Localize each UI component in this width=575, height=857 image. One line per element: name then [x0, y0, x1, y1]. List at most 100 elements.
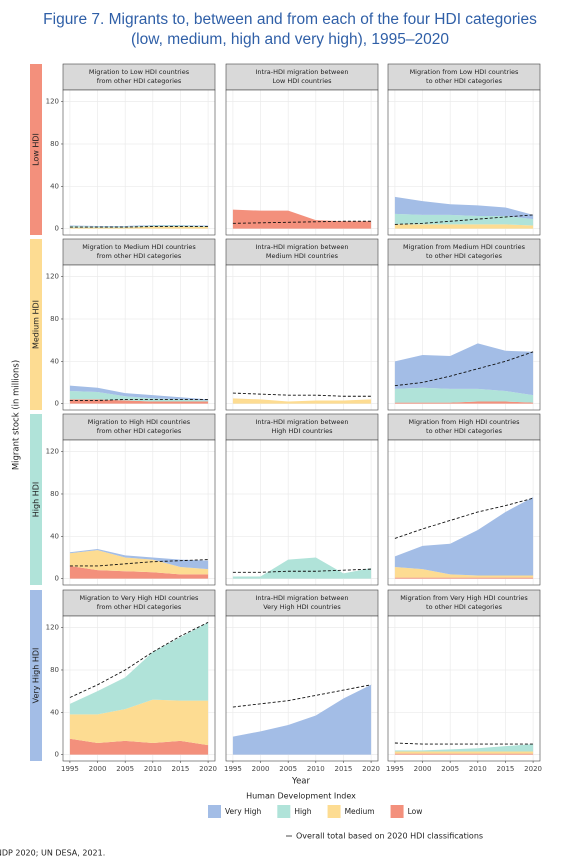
panel-border — [225, 264, 379, 411]
panel-title: from other HDI categories — [97, 252, 182, 260]
legend-swatch — [390, 805, 404, 818]
area — [69, 565, 209, 579]
panel-bg — [63, 265, 215, 410]
panel-border — [387, 89, 541, 236]
x-tick-label: 1995 — [386, 765, 404, 773]
panel-title: Intra-HDI migration between — [255, 418, 348, 426]
y-tick-label: 120 — [46, 98, 59, 106]
total-line — [69, 559, 209, 567]
total-line — [232, 568, 372, 573]
total-line — [69, 226, 209, 228]
area — [69, 738, 209, 755]
area — [69, 399, 209, 404]
y-tick-label: 0 — [55, 575, 59, 583]
area — [232, 684, 372, 755]
row-strip — [30, 590, 42, 761]
legend-swatch — [327, 805, 341, 818]
panel-header — [62, 63, 216, 91]
panel-header — [225, 589, 379, 617]
panel-title: Intra-HDI migration between — [255, 243, 348, 251]
panel-title: to other HDI categories — [426, 252, 503, 260]
total-line — [69, 621, 209, 698]
row-label: Low HDI — [32, 133, 41, 166]
panel-header — [62, 238, 216, 266]
area — [69, 550, 209, 575]
total-line — [232, 220, 372, 224]
y-tick-label: 40 — [50, 532, 59, 540]
panel-title: Migration from Medium HDI countries — [403, 243, 526, 251]
panel-title: Low HDI countries — [273, 77, 333, 85]
panel-title: from other HDI categories — [97, 77, 182, 85]
area — [394, 497, 534, 576]
row-strip — [30, 414, 42, 585]
y-tick-label: 40 — [50, 357, 59, 365]
row-label: Medium HDI — [32, 300, 41, 349]
panel-title: Medium HDI countries — [266, 252, 339, 260]
row-label: High HDI — [32, 482, 41, 517]
x-tick-label: 2000 — [89, 765, 107, 773]
panel-border — [387, 439, 541, 586]
panel-border — [62, 615, 216, 762]
legend-label: Very High — [225, 807, 262, 816]
panel-header — [387, 238, 541, 266]
panel-title: Migration from Very High HDI countries — [400, 594, 528, 602]
y-tick-label: 0 — [55, 225, 59, 233]
legend-swatch — [208, 805, 221, 818]
x-tick-label: 2020 — [524, 765, 542, 773]
x-tick-label: 2010 — [307, 765, 325, 773]
panel-title: Intra-HDI migration between — [255, 68, 348, 76]
panel-bg — [226, 265, 378, 410]
panel-border — [225, 615, 379, 762]
total-line — [394, 351, 534, 387]
area — [69, 224, 209, 227]
x-tick-label: 2015 — [497, 765, 515, 773]
area — [394, 567, 534, 578]
area — [394, 577, 534, 579]
x-tick-label: 2000 — [414, 765, 432, 773]
y-tick-label: 120 — [46, 273, 59, 281]
panel-bg — [388, 616, 540, 761]
legend-label: Medium — [345, 807, 375, 816]
y-tick-label: 80 — [50, 315, 59, 323]
row-strip — [30, 239, 42, 410]
x-tick-label: 1995 — [224, 765, 242, 773]
panel-title: Migration from High HDI countries — [409, 418, 521, 426]
area — [394, 744, 534, 752]
area — [69, 622, 209, 715]
x-tick-label: 2005 — [279, 765, 297, 773]
total-line — [69, 398, 209, 401]
panel-border — [62, 264, 216, 411]
legend-swatch — [277, 805, 291, 818]
x-tick-label: 2000 — [252, 765, 270, 773]
panel-border — [387, 615, 541, 762]
panel-title: Migration to High HDI countries — [88, 418, 191, 426]
chart-title: (low, medium, high and very high), 1995–… — [131, 31, 449, 48]
panel-header — [387, 589, 541, 617]
source: UNDP 2020; UN DESA, 2021. — [0, 849, 105, 857]
panel-header — [387, 413, 541, 441]
row-strip — [30, 64, 42, 235]
total-line — [232, 392, 372, 397]
area — [69, 385, 209, 401]
y-axis-label: Migrant stock (in millions) — [12, 360, 22, 470]
x-tick-label: 1995 — [61, 765, 79, 773]
panel-title: Very High HDI countries — [263, 603, 341, 611]
area — [394, 401, 534, 404]
panel-border — [225, 89, 379, 236]
area — [232, 209, 372, 229]
panel-title: Migration to Low HDI countries — [89, 68, 190, 76]
area — [394, 196, 534, 220]
panel-title: from other HDI categories — [97, 427, 182, 435]
area — [394, 387, 534, 403]
panel-header — [225, 63, 379, 91]
chart-title: Figure 7. Migrants to, between and from … — [43, 11, 537, 28]
total-line — [232, 684, 372, 708]
panel-title: Migration from Low HDI countries — [410, 68, 519, 76]
panel-title: Intra-HDI migration between — [255, 594, 348, 602]
y-tick-label: 40 — [50, 182, 59, 190]
total-note: Overall total based on 2020 HDI classifi… — [296, 832, 483, 841]
x-tick-label: 2005 — [116, 765, 134, 773]
panel-title: to other HDI categories — [426, 77, 503, 85]
panel-header — [62, 413, 216, 441]
